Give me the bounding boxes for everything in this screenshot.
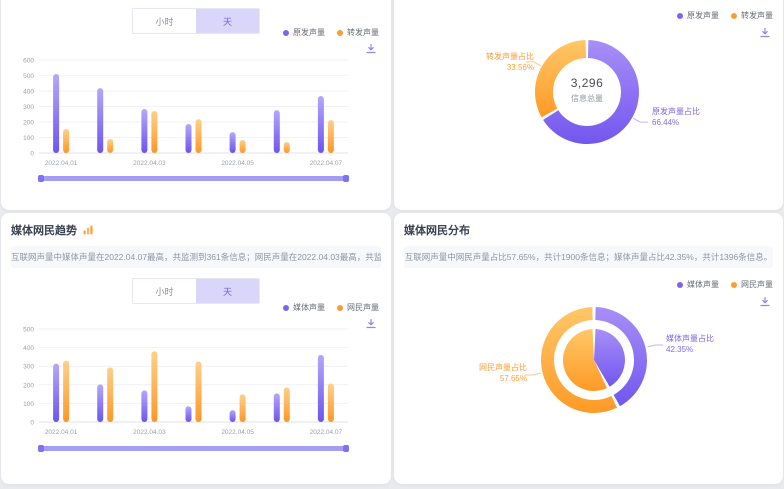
svg-text:0: 0 xyxy=(30,420,34,427)
time-granularity-toggle: 小时 天 xyxy=(132,8,260,34)
summary-text: 互联网声量中网民声量占比57.65%，共计1900条信息；媒体声量占比42.35… xyxy=(404,246,773,268)
chart-scrollbar[interactable] xyxy=(38,445,349,452)
panel-title: 媒体网民趋势 xyxy=(11,222,94,238)
svg-text:2022.04.01: 2022.04.01 xyxy=(45,160,78,167)
slice-name: 转发声量占比 xyxy=(486,52,534,61)
slice-pct: 57.65% xyxy=(499,374,527,383)
title-text: 媒体网民分布 xyxy=(404,225,470,237)
svg-text:2022.04.07: 2022.04.07 xyxy=(310,160,343,167)
toggle-hour-button[interactable]: 小时 xyxy=(155,16,174,27)
purple-dot-icon xyxy=(677,281,683,288)
svg-text:200: 200 xyxy=(23,120,34,127)
donut-center-text: 3,296 信息总量 xyxy=(542,76,632,104)
svg-text:2022.04.01: 2022.04.01 xyxy=(45,429,78,436)
svg-text:2022.04.07: 2022.04.07 xyxy=(310,429,343,436)
svg-text:100: 100 xyxy=(23,401,34,408)
svg-text:500: 500 xyxy=(23,73,34,80)
legend-label: 网民声量 xyxy=(347,303,379,312)
slice-label-netizen: 网民声量占比 57.65% xyxy=(442,362,527,384)
legend: 媒体声量 网民声量 xyxy=(677,279,773,290)
total-value: 3,296 xyxy=(570,76,604,90)
svg-text:2022.04.03: 2022.04.03 xyxy=(133,429,166,436)
toggle-hour-button[interactable]: 小时 xyxy=(155,286,174,297)
panel-media-netizen-trend: 媒体网民趋势 互联网声量中媒体声量在2022.04.07最高，共监测到361条信… xyxy=(1,213,391,484)
download-icon[interactable] xyxy=(759,295,771,307)
download-icon[interactable] xyxy=(365,317,377,329)
legend: 原发声量 转发声量 xyxy=(677,10,773,21)
legend-label: 媒体声量 xyxy=(293,303,325,312)
panel-media-netizen-distribution: 媒体网民分布 互联网声量中网民声量占比57.65%，共计1900条信息；媒体声量… xyxy=(394,213,783,484)
svg-text:2022.04.03: 2022.04.03 xyxy=(133,160,166,167)
svg-text:400: 400 xyxy=(23,345,34,352)
chart-scrollbar[interactable] xyxy=(38,175,349,182)
slice-pct: 42.35% xyxy=(666,345,694,354)
slice-pct: 66.44% xyxy=(652,118,680,127)
legend-item-repost[interactable]: 转发声量 xyxy=(337,27,379,38)
legend-item-origin[interactable]: 原发声量 xyxy=(283,27,325,38)
time-granularity-toggle: 小时 天 xyxy=(132,278,260,304)
bar-chart-origin-repost: 0 100 200 300 400 500 600 2022.04.01 2022.04.03 2… xyxy=(23,58,348,167)
panel-origin-repost-distribution: 原发声量 转发声量 3,296 信息总量 转发声量占比 33.56% 原发声量占… xyxy=(394,0,783,210)
total-label: 信息总量 xyxy=(571,94,603,103)
legend-label: 转发声量 xyxy=(741,11,773,20)
legend: 媒体声量 网民声量 xyxy=(283,302,379,313)
legend-item-media[interactable]: 媒体声量 xyxy=(283,302,325,313)
legend-item-netizen[interactable]: 网民声量 xyxy=(337,302,379,313)
svg-text:0: 0 xyxy=(30,151,34,158)
toggle-day-button[interactable]: 天 xyxy=(196,9,259,33)
legend-item-repost[interactable]: 转发声量 xyxy=(731,10,773,21)
legend: 原发声量 转发声量 xyxy=(283,27,379,38)
panel-title: 媒体网民分布 xyxy=(404,222,470,238)
slice-label-repost: 转发声量占比 33.56% xyxy=(449,51,534,73)
slice-name: 原发声量占比 xyxy=(652,107,700,116)
download-icon[interactable] xyxy=(759,26,771,38)
bar-chart-media-netizen: 0 100 200 300 400 500 2022.04.01 2022.04.03 2022… xyxy=(23,327,348,436)
legend-label: 原发声量 xyxy=(687,11,719,20)
svg-text:600: 600 xyxy=(23,58,34,65)
svg-text:2022.04.05: 2022.04.05 xyxy=(221,160,254,167)
orange-dot-icon xyxy=(731,281,737,288)
toggle-day-button[interactable]: 天 xyxy=(196,279,259,303)
bar-chart-icon xyxy=(83,225,93,235)
legend-item-media[interactable]: 媒体声量 xyxy=(677,279,719,290)
purple-dot-icon xyxy=(283,304,289,311)
svg-text:500: 500 xyxy=(23,327,34,334)
nested-pie-chart-media-netizen xyxy=(524,307,664,414)
legend-item-origin[interactable]: 原发声量 xyxy=(677,10,719,21)
purple-dot-icon xyxy=(677,12,683,19)
slice-name: 网民声量占比 xyxy=(479,363,527,372)
title-text: 媒体网民趋势 xyxy=(11,225,77,237)
svg-text:100: 100 xyxy=(23,135,34,142)
svg-text:200: 200 xyxy=(23,382,34,389)
svg-text:300: 300 xyxy=(23,104,34,111)
panel-origin-repost-trend: 小时 天 原发声量 转发声量 0 100 200 300 400 500 600 2022.0… xyxy=(1,0,391,210)
download-icon[interactable] xyxy=(365,42,377,54)
slice-pct: 33.56% xyxy=(506,63,534,72)
orange-dot-icon xyxy=(337,29,343,36)
slice-label-media: 媒体声量占比 42.35% xyxy=(666,333,756,355)
summary-text: 互联网声量中媒体声量在2022.04.07最高，共监测到361条信息；网民声量在… xyxy=(11,246,381,268)
donut-chart-origin-repost xyxy=(525,40,649,144)
slice-label-origin: 原发声量占比 66.44% xyxy=(652,106,742,128)
svg-text:2022.04.05: 2022.04.05 xyxy=(221,429,254,436)
legend-label: 媒体声量 xyxy=(687,280,719,289)
legend-label: 转发声量 xyxy=(347,28,379,37)
legend-label: 网民声量 xyxy=(741,280,773,289)
legend-item-netizen[interactable]: 网民声量 xyxy=(731,279,773,290)
purple-dot-icon xyxy=(283,29,289,36)
legend-label: 原发声量 xyxy=(293,28,325,37)
orange-dot-icon xyxy=(337,304,343,311)
svg-text:300: 300 xyxy=(23,364,34,371)
slice-name: 媒体声量占比 xyxy=(666,334,714,343)
orange-dot-icon xyxy=(731,12,737,19)
svg-text:400: 400 xyxy=(23,89,34,96)
